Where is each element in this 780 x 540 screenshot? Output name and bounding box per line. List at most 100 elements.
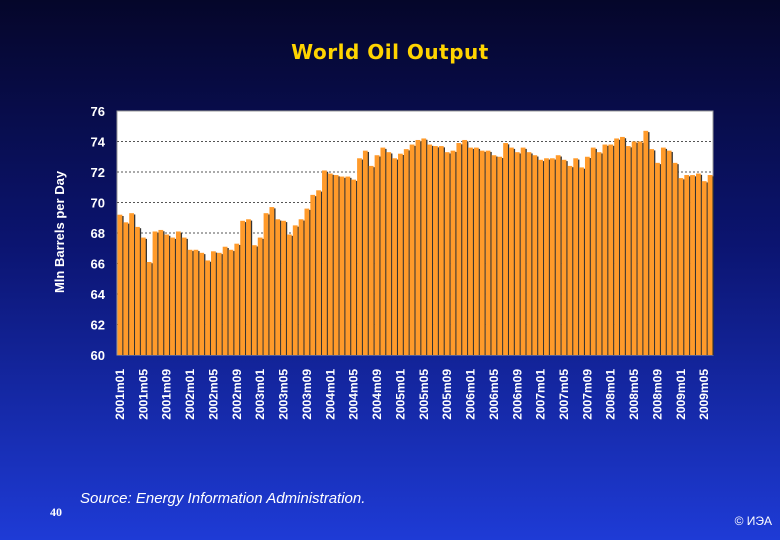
chart-title: World Oil Output <box>0 40 780 64</box>
bar <box>153 231 158 355</box>
y-tick-label: 62 <box>91 318 105 333</box>
bar <box>585 157 590 355</box>
x-tick-label: 2003m09 <box>300 369 314 420</box>
bar <box>240 221 245 355</box>
bar <box>316 190 321 355</box>
x-tick-label: 2004m05 <box>347 369 361 420</box>
bar <box>182 238 187 355</box>
bar <box>667 151 672 355</box>
bar <box>398 154 403 355</box>
bar <box>328 174 333 355</box>
bar <box>702 181 707 355</box>
bar <box>158 230 163 355</box>
bar <box>550 158 555 355</box>
bar <box>556 155 561 355</box>
y-tick-label: 60 <box>91 348 105 363</box>
bar <box>217 253 222 355</box>
bar <box>380 148 385 355</box>
bar <box>223 247 228 355</box>
bar <box>673 163 678 355</box>
x-tick-label: 2008m05 <box>627 369 641 420</box>
bar <box>141 238 146 355</box>
bar <box>544 158 549 355</box>
bar <box>474 148 479 355</box>
x-tick-label: 2001m05 <box>136 369 150 420</box>
x-tick-label: 2008m09 <box>651 369 665 420</box>
bar <box>597 152 602 355</box>
bar <box>538 160 543 355</box>
bar <box>620 137 625 355</box>
bar <box>649 149 654 355</box>
bar <box>299 219 304 355</box>
bar <box>439 146 444 355</box>
bar <box>708 175 713 355</box>
bar <box>532 155 537 355</box>
bar <box>468 148 473 355</box>
bar <box>293 225 298 355</box>
bar <box>211 251 216 355</box>
bar <box>147 262 152 355</box>
bar <box>638 142 643 356</box>
bar <box>451 151 456 355</box>
bar <box>229 250 234 355</box>
bar <box>199 253 204 355</box>
bar <box>427 145 432 355</box>
bar <box>252 245 257 355</box>
bar <box>410 145 415 355</box>
bar <box>433 146 438 355</box>
bar <box>626 146 631 355</box>
bar <box>696 174 701 355</box>
x-tick-label: 2004m01 <box>323 369 337 420</box>
bar <box>345 177 350 355</box>
bar <box>322 170 327 355</box>
x-tick-label: 2002m01 <box>183 369 197 420</box>
bar <box>193 250 198 355</box>
bar <box>287 235 292 355</box>
bar <box>234 244 239 355</box>
bar <box>246 219 251 355</box>
bar <box>404 149 409 355</box>
bar <box>369 166 374 355</box>
bar <box>281 221 286 355</box>
bar <box>275 219 280 355</box>
bar <box>340 177 345 355</box>
x-tick-label: 2007m05 <box>557 369 571 420</box>
slide-number: 40 <box>50 505 62 520</box>
x-tick-label: 2009m05 <box>697 369 711 420</box>
bar <box>205 260 210 355</box>
y-tick-label: 64 <box>91 287 106 302</box>
bar <box>386 152 391 355</box>
x-tick-label: 2003m01 <box>253 369 267 420</box>
source-note: Source: Energy Information Administratio… <box>80 490 365 507</box>
bar <box>603 145 608 355</box>
bar <box>562 160 567 355</box>
bar <box>503 143 508 355</box>
x-tick-label: 2005m09 <box>440 369 454 420</box>
bar <box>486 151 491 355</box>
x-tick-label: 2001m09 <box>160 369 174 420</box>
y-tick-label: 66 <box>91 257 105 272</box>
x-tick-label: 2001m01 <box>113 369 127 420</box>
bar <box>351 180 356 355</box>
bar <box>188 250 193 355</box>
bar <box>416 140 421 355</box>
x-tick-label: 2007m09 <box>580 369 594 420</box>
bar <box>614 138 619 355</box>
x-tick-label: 2004m09 <box>370 369 384 420</box>
x-tick-label: 2009m01 <box>674 369 688 420</box>
bar <box>305 209 310 355</box>
x-tick-label: 2005m01 <box>393 369 407 420</box>
x-tick-label: 2006m09 <box>510 369 524 420</box>
bar <box>375 155 380 355</box>
bar <box>480 151 485 355</box>
bar <box>643 131 648 355</box>
bar <box>392 158 397 355</box>
y-tick-label: 76 <box>91 104 105 119</box>
bar <box>515 152 520 355</box>
bar <box>357 158 362 355</box>
x-tick-label: 2002m05 <box>206 369 220 420</box>
bar <box>567 166 572 355</box>
bar <box>509 148 514 355</box>
copyright-note: © ИЭА <box>735 514 772 528</box>
